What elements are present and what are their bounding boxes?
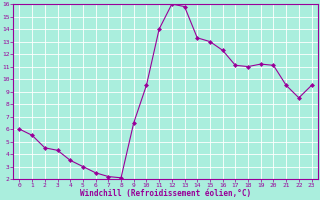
X-axis label: Windchill (Refroidissement éolien,°C): Windchill (Refroidissement éolien,°C) [80, 189, 251, 198]
